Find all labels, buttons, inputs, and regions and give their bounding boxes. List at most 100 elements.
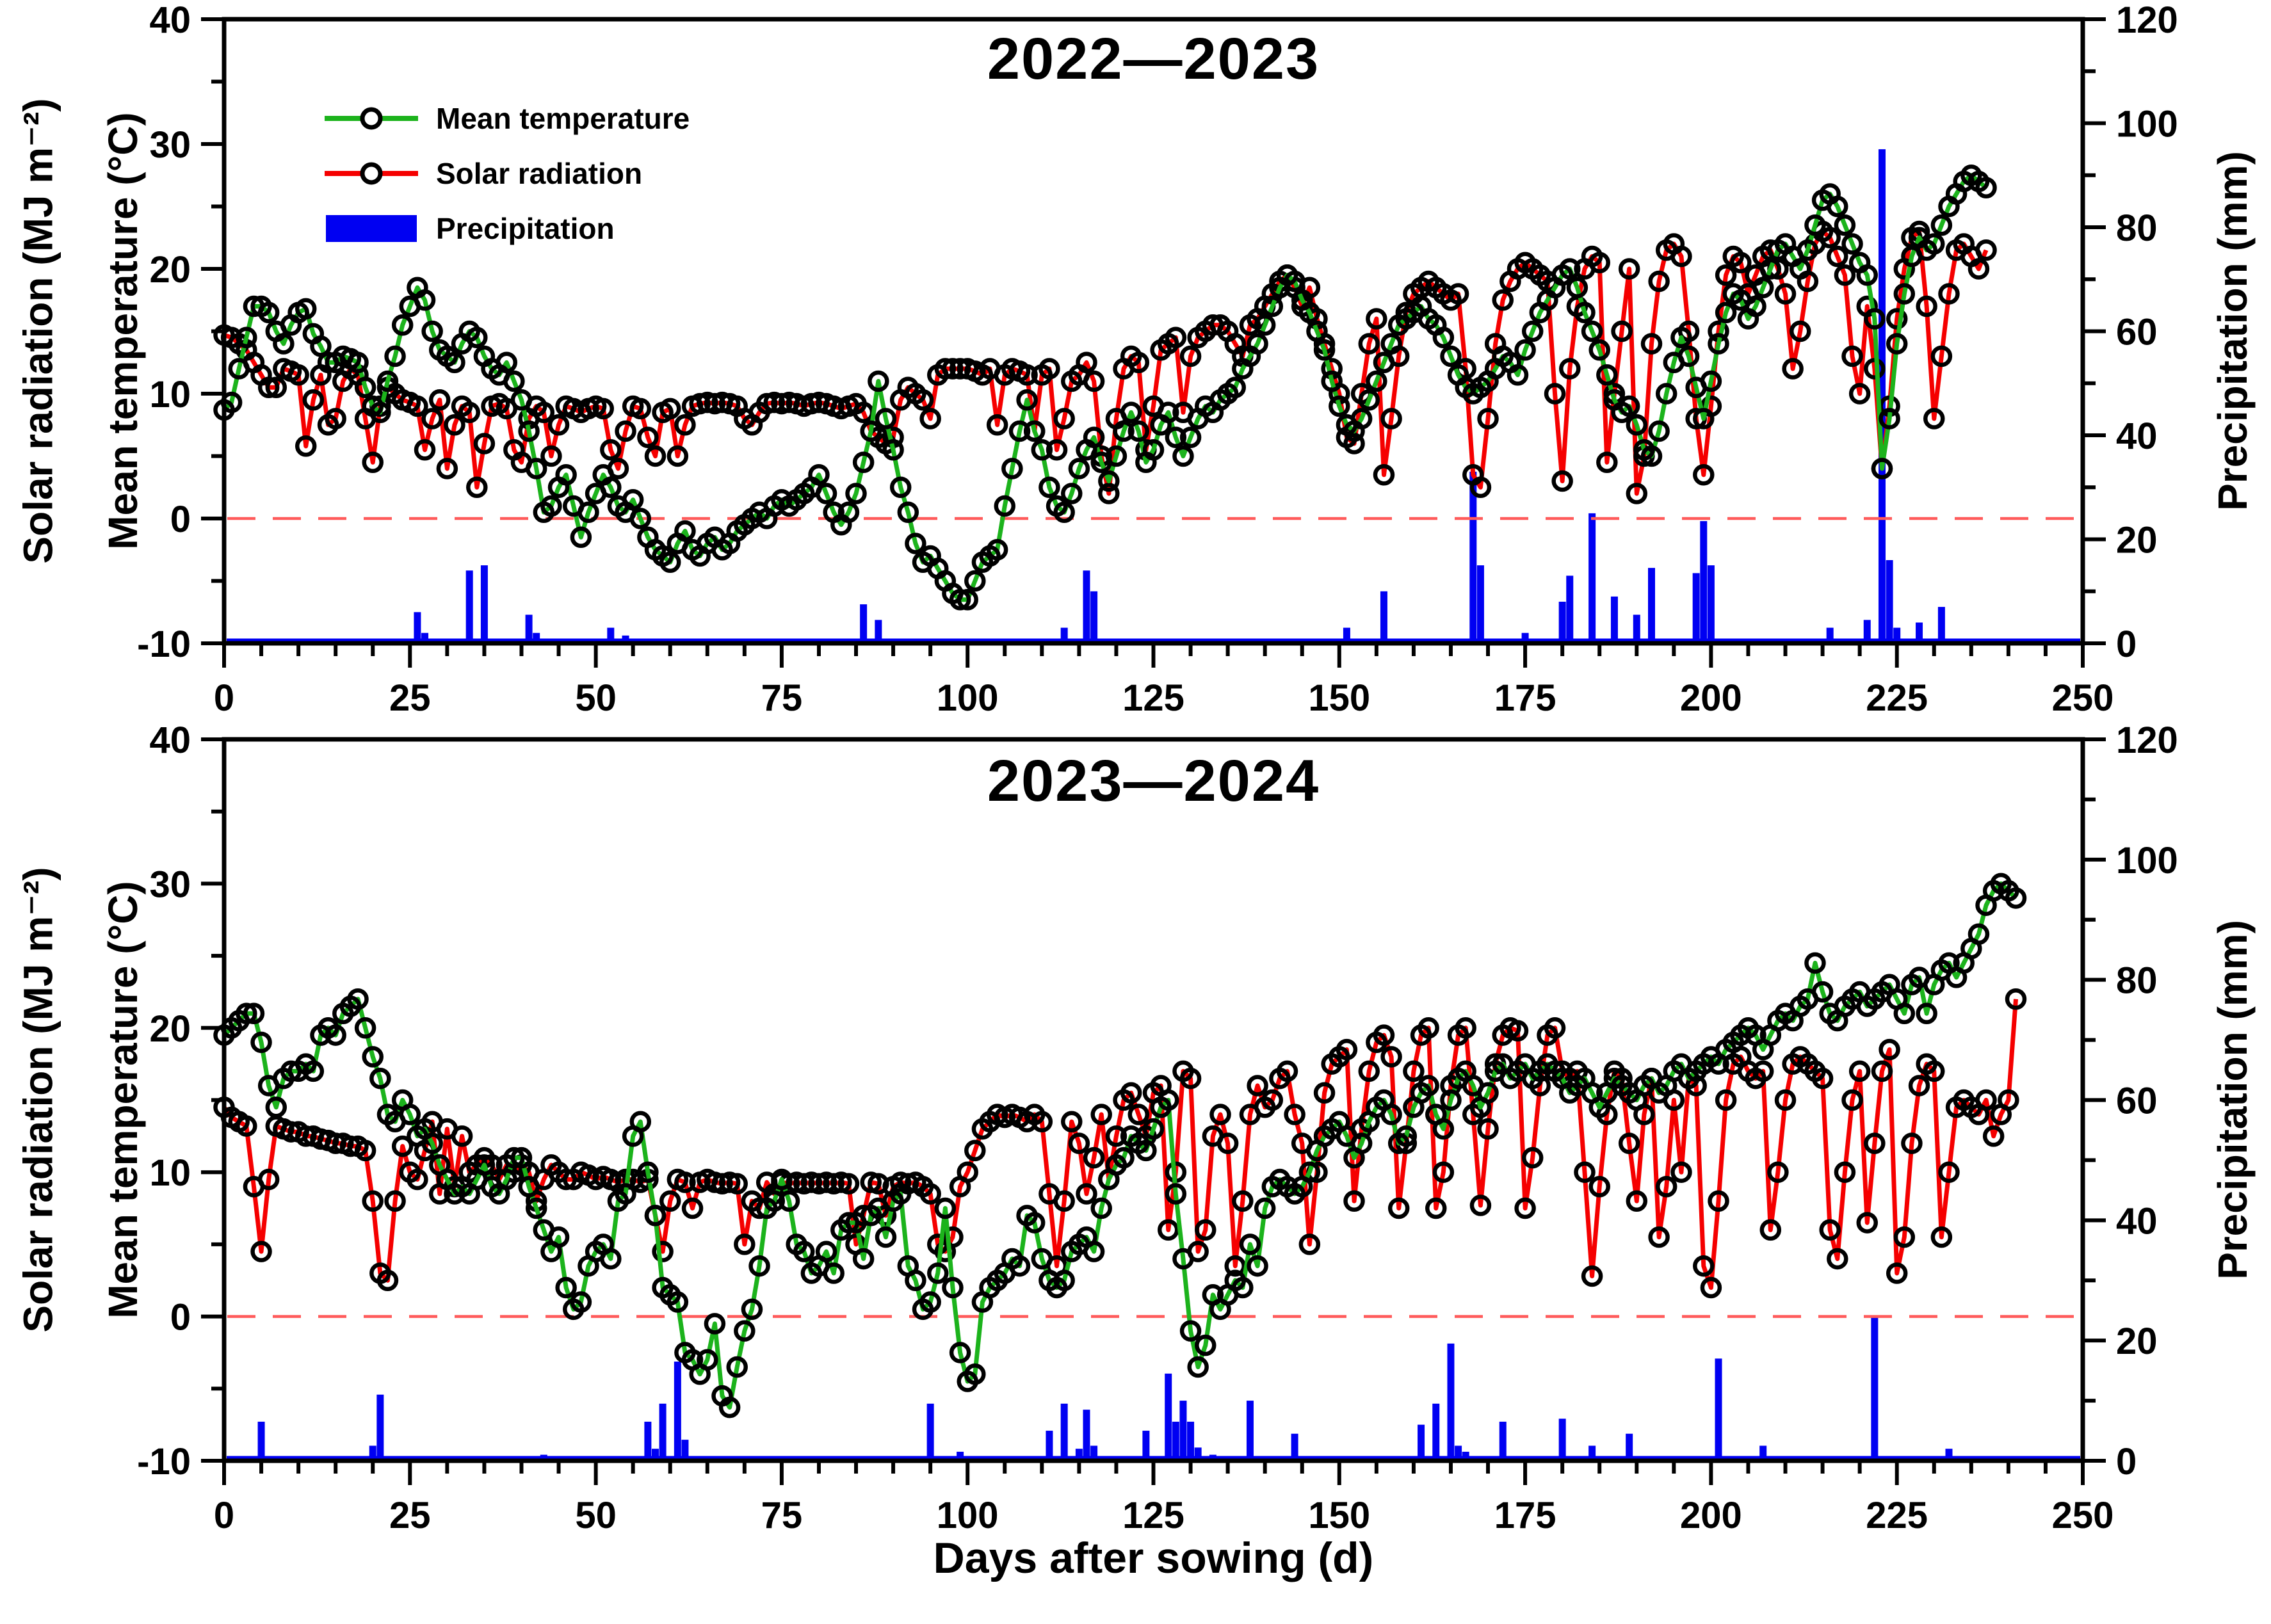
precipitation-bar — [1291, 1433, 1298, 1461]
data-point-marker — [889, 1183, 912, 1205]
data-point-marker — [912, 389, 934, 411]
data-point-marker — [466, 476, 488, 498]
data-point-marker — [1232, 1276, 1254, 1299]
data-point-marker — [1477, 408, 1499, 430]
data-point-marker — [510, 1146, 533, 1169]
data-point-marker — [1559, 358, 1581, 380]
data-point-marker — [1804, 214, 1826, 236]
data-point-marker — [726, 1356, 748, 1378]
x-tick-label: 125 — [1122, 1495, 1184, 1536]
data-point-marker — [1276, 1060, 1298, 1082]
data-point-marker — [273, 333, 295, 355]
data-point-marker — [1715, 264, 1737, 286]
data-point-marker — [1848, 1060, 1871, 1082]
precipitation-bar — [369, 1445, 376, 1461]
x-tick-label: 225 — [1866, 677, 1928, 719]
data-point-marker — [1113, 420, 1135, 442]
data-point-marker — [1655, 383, 1677, 405]
data-point-marker — [1670, 326, 1692, 348]
data-point-marker — [1767, 1161, 1789, 1183]
precipitation-bar — [1633, 615, 1640, 643]
precipitation-bar — [414, 612, 421, 643]
x-tick-label: 0 — [214, 677, 234, 719]
mean-temperature-line-icon — [325, 107, 418, 130]
data-point-marker — [1871, 458, 1893, 479]
data-point-marker — [1811, 981, 1834, 1003]
data-point-marker — [1998, 1089, 2019, 1111]
precipitation-bar — [1083, 570, 1090, 643]
data-point-marker — [1856, 1212, 1879, 1234]
precipitation-bar — [1165, 1373, 1172, 1461]
y-axis-label-precipitation-bottom: Precipitation (mm) — [2210, 920, 2256, 1280]
precipitation-bar — [465, 570, 473, 643]
data-point-marker — [1387, 1197, 1410, 1219]
legend: Mean temperature Solar radiation Precipi… — [323, 95, 690, 252]
data-point-marker — [384, 1190, 406, 1212]
data-point-marker — [1113, 1146, 1135, 1169]
y-right-tick-label: 60 — [2116, 1081, 2158, 1122]
data-point-marker — [1321, 370, 1343, 392]
y-right-tick-label: 40 — [2116, 415, 2158, 457]
data-point-marker — [957, 1161, 978, 1183]
y-right-tick-label: 20 — [2116, 520, 2158, 561]
data-point-marker — [763, 1190, 786, 1212]
data-point-marker — [667, 1291, 689, 1313]
data-point-marker — [845, 483, 867, 504]
data-point-marker — [496, 1168, 518, 1191]
data-point-marker — [793, 1241, 815, 1262]
y-axis-label-temperature-bottom: Mean temperature (°C) — [100, 881, 146, 1319]
data-point-marker — [1588, 1175, 1610, 1198]
data-point-marker — [1893, 1226, 1916, 1248]
data-point-marker — [1053, 408, 1075, 430]
data-point-marker — [1566, 277, 1588, 298]
data-point-marker — [414, 439, 436, 461]
data-point-marker — [1916, 1002, 1937, 1025]
data-point-marker — [1893, 1002, 1916, 1025]
data-point-marker — [1521, 320, 1544, 342]
precipitation-bar — [1826, 627, 1834, 643]
data-point-marker — [1745, 295, 1766, 318]
precipitation-bar — [1648, 568, 1656, 643]
data-point-marker — [1574, 1161, 1596, 1183]
data-point-marker — [473, 433, 496, 454]
data-point-marker — [1774, 283, 1797, 305]
data-point-marker — [1521, 1146, 1544, 1169]
precipitation-bar — [1469, 471, 1477, 643]
data-point-marker — [986, 414, 1008, 436]
precipitation-bar — [860, 604, 868, 643]
data-point-marker — [302, 389, 325, 411]
data-point-marker — [1804, 952, 1826, 974]
data-point-marker — [1596, 364, 1618, 386]
data-point-marker — [1068, 458, 1090, 479]
data-point-marker — [659, 551, 681, 573]
precipitation-bar — [644, 1421, 652, 1461]
data-point-marker — [1105, 445, 1127, 467]
data-point-marker — [1455, 1017, 1476, 1039]
data-point-marker — [1343, 1190, 1365, 1212]
data-point-marker — [681, 1197, 704, 1219]
data-point-marker — [451, 1125, 473, 1147]
data-point-marker — [1380, 408, 1402, 430]
data-point-marker — [525, 1197, 547, 1219]
data-point-marker — [1440, 345, 1462, 367]
data-point-marker — [1172, 445, 1194, 467]
data-point-marker — [659, 398, 681, 420]
x-tick-label: 250 — [2052, 677, 2114, 719]
data-point-marker — [428, 389, 451, 411]
data-point-marker — [1254, 314, 1276, 336]
data-point-marker — [942, 1276, 964, 1299]
precipitation-bar — [1759, 1445, 1767, 1461]
data-point-marker — [421, 408, 443, 430]
data-point-marker — [547, 414, 570, 436]
data-point-marker — [1693, 464, 1715, 486]
y-right-tick-label: 40 — [2116, 1200, 2158, 1242]
data-point-marker — [704, 1313, 726, 1335]
data-point-marker — [1083, 370, 1105, 392]
precipitation-bar — [1060, 627, 1068, 643]
data-point-marker — [1975, 177, 1997, 198]
data-point-marker — [1626, 414, 1648, 436]
precipitation-bar — [1700, 521, 1708, 643]
data-point-marker — [1507, 1020, 1529, 1042]
